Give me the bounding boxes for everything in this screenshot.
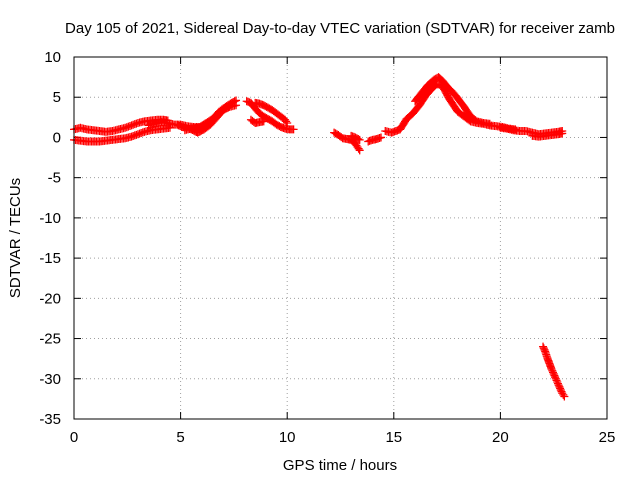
data-point	[259, 117, 268, 126]
x-tick-label: 0	[70, 429, 78, 446]
data-point	[217, 105, 226, 114]
data-point	[485, 119, 494, 128]
y-tick-label: -10	[39, 210, 61, 227]
y-tick-label: -25	[39, 331, 61, 348]
x-tick-label: 15	[385, 429, 402, 446]
y-axis-label: SDTVAR / TECUs	[7, 178, 24, 298]
data-point	[283, 118, 292, 127]
data-point	[355, 135, 364, 144]
data-point	[377, 133, 386, 142]
y-tick-label: -20	[39, 290, 61, 307]
data-point	[354, 144, 363, 153]
y-tick-label: -30	[39, 371, 61, 388]
data-point	[219, 104, 228, 113]
data-points	[70, 73, 569, 401]
y-tick-label: 10	[44, 49, 61, 66]
data-point	[354, 135, 363, 144]
series-track-f	[242, 97, 298, 134]
grid-lines	[74, 57, 607, 419]
tick-labels: 0 5 10 15 20 25 -35 -30 -25 -20 -15 -10 -5 0 5 10	[39, 49, 615, 446]
series-track-o	[528, 129, 567, 141]
data-point	[289, 125, 298, 134]
data-point	[355, 146, 364, 155]
x-tick-label: 25	[599, 429, 616, 446]
series-track-j	[347, 131, 364, 144]
y-tick-label: -5	[48, 170, 61, 187]
x-axis-label: GPS time / hours	[283, 457, 397, 474]
series-track-e	[180, 104, 228, 135]
data-point	[232, 101, 241, 110]
data-point	[558, 129, 567, 138]
y-tick-label: -15	[39, 250, 61, 267]
data-point	[560, 392, 569, 401]
data-point	[282, 117, 291, 126]
chart-title: Day 105 of 2021, Sidereal Day-to-day VTE…	[65, 20, 615, 37]
x-tick-label: 20	[492, 429, 509, 446]
y-tick-label: -35	[39, 411, 61, 428]
x-tick-label: 5	[176, 429, 184, 446]
y-tick-label: 5	[53, 89, 61, 106]
data-point	[559, 390, 568, 399]
series-track-k	[364, 133, 386, 146]
series-track-h	[246, 115, 268, 127]
series-track-p	[539, 342, 569, 401]
x-tick-label: 10	[279, 429, 296, 446]
y-tick-label: 0	[53, 129, 61, 146]
series-track-g	[251, 98, 292, 127]
plot-frame	[73, 56, 608, 420]
series-track-m	[411, 73, 494, 128]
series-track-b	[70, 123, 174, 146]
